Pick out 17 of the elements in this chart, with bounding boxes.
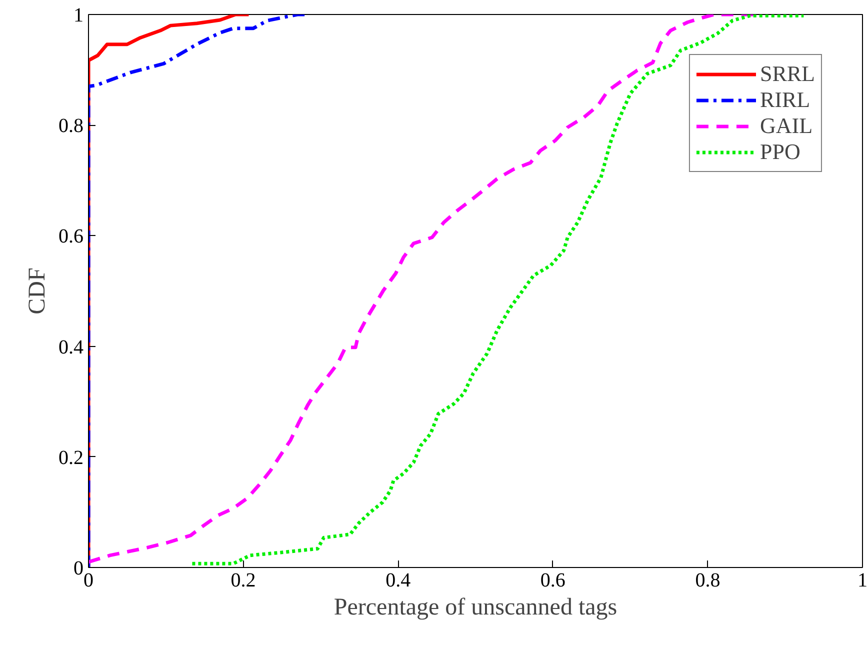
- y-tick-label: 0.6: [58, 226, 84, 248]
- x-tick-label: 0.4: [386, 570, 411, 592]
- x-tick-label: 0.8: [695, 570, 720, 592]
- x-tick-label: 1: [858, 570, 867, 592]
- y-tick-label: 0.4: [58, 336, 84, 358]
- line-series: [88, 14, 756, 564]
- x-tick-label: 0.2: [230, 570, 256, 592]
- legend-label: RIRL: [760, 87, 810, 113]
- y-tick-label: 0.2: [58, 446, 84, 469]
- legend-label: PPO: [760, 139, 800, 165]
- y-tick-label: 1: [74, 4, 84, 26]
- x-tick-label: 0.6: [540, 570, 566, 592]
- y-axis-title: CDF: [24, 268, 50, 314]
- x-axis-title: Percentage of unscanned tags: [334, 594, 618, 620]
- y-tick-label: 0.8: [58, 115, 84, 138]
- legend-label: GAIL: [760, 113, 813, 139]
- legend-label: SRRL: [760, 61, 815, 87]
